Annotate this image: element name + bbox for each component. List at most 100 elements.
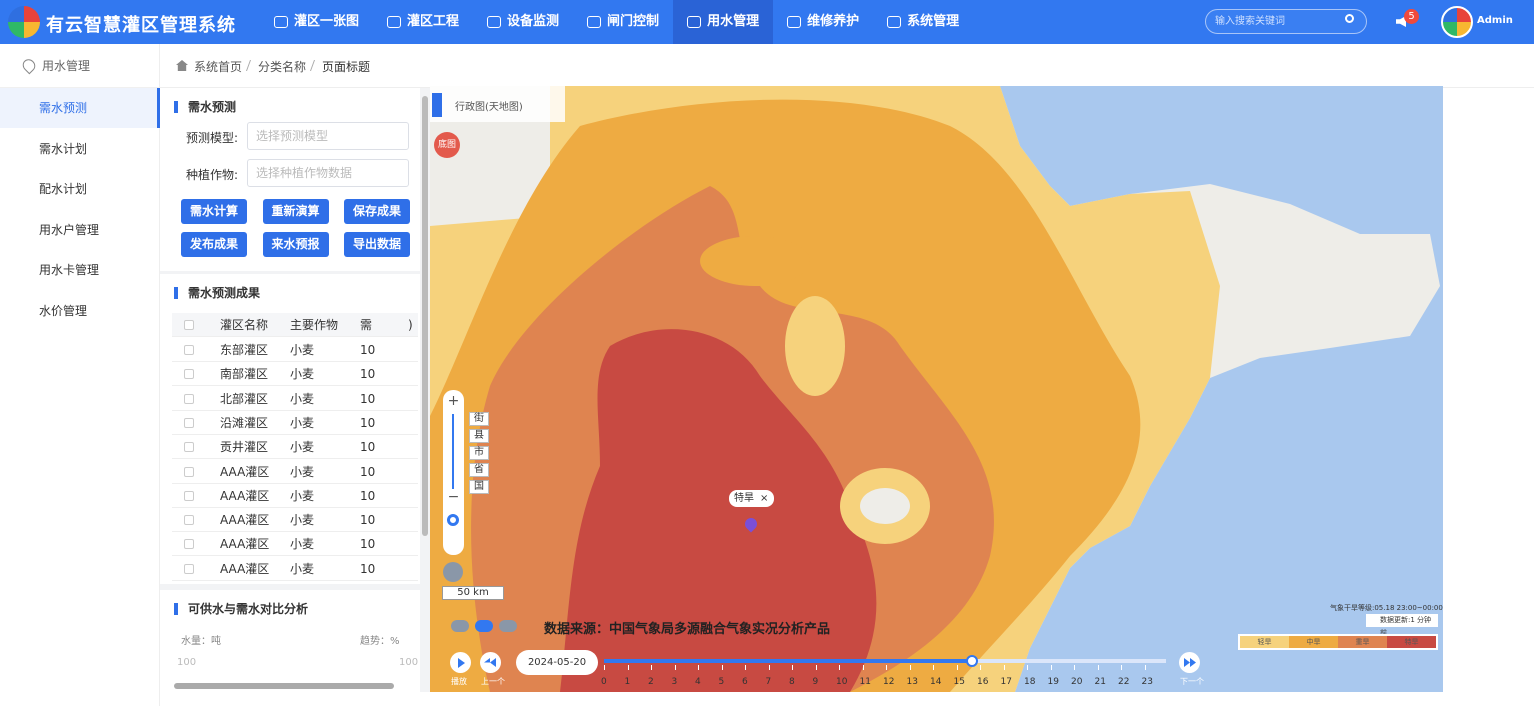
table-row[interactable]: AAA灌区 小麦 10 — [172, 557, 418, 581]
hour-label[interactable]: 5 — [718, 677, 725, 687]
hour-label[interactable]: 19 — [1047, 677, 1059, 687]
button[interactable]: 保存成果 — [344, 199, 410, 224]
layer-select-text[interactable]: 行政图(天地图) — [455, 102, 523, 113]
button[interactable]: 重新演算 — [262, 199, 329, 224]
play-label: 播放 — [451, 677, 467, 686]
table-row[interactable]: AAA灌区 小麦 10 — [172, 532, 418, 557]
search-icon[interactable] — [1345, 14, 1354, 23]
map[interactable] — [430, 86, 1443, 692]
table-row[interactable]: 南部灌区 小麦 10 — [172, 362, 418, 387]
tool[interactable] — [499, 620, 517, 632]
hour-label[interactable]: 15 — [953, 677, 965, 687]
layer-select[interactable] — [430, 86, 565, 122]
hour-label[interactable]: 13 — [906, 677, 918, 687]
layers-button[interactable] — [443, 562, 463, 582]
hour-label[interactable]: 1 — [624, 677, 631, 687]
checkbox[interactable] — [184, 563, 194, 574]
next-button[interactable] — [1179, 652, 1200, 673]
hour-label[interactable]: 22 — [1118, 677, 1130, 687]
button[interactable]: 发布成果 — [181, 232, 247, 257]
nav-item[interactable]: 用水管理 — [673, 0, 774, 44]
nav-item[interactable]: 灌区工程 — [373, 0, 473, 44]
hour-label[interactable]: 0 — [601, 677, 607, 687]
checkbox[interactable] — [184, 417, 194, 428]
avatar[interactable] — [1441, 6, 1473, 38]
marker-close[interactable]: × — [760, 493, 769, 504]
sidebar-item[interactable]: 需水计划 — [39, 141, 88, 156]
hour-label[interactable]: 16 — [977, 677, 989, 687]
search-box[interactable]: 输入搜索关键词 — [1205, 9, 1367, 34]
button[interactable]: 需水计算 — [181, 199, 247, 224]
hour-label[interactable]: 9 — [812, 677, 819, 687]
table-row[interactable]: 沿滩灌区 小麦 10 — [172, 411, 418, 435]
checkbox[interactable] — [184, 466, 194, 477]
table-row[interactable]: AAA灌区 小麦 10 — [172, 460, 418, 484]
checkbox[interactable] — [184, 539, 194, 550]
nav-item[interactable]: 设备监测 — [473, 0, 573, 44]
select[interactable]: 选择预测模型 — [247, 122, 409, 150]
nav-item[interactable]: 维修养护 — [773, 0, 873, 44]
hour-label[interactable]: 6 — [742, 677, 748, 687]
zoom-in[interactable]: + — [447, 393, 460, 409]
zoom-level[interactable]: 省 — [469, 463, 489, 477]
table-row[interactable]: 北部灌区 小麦 10 — [172, 387, 418, 411]
hour-label[interactable]: 12 — [883, 677, 895, 687]
date-pill[interactable]: 2024-05-20 — [516, 650, 598, 675]
sidebar-item[interactable]: 配水计划 — [39, 182, 88, 197]
crumb[interactable]: 分类名称 — [258, 60, 307, 74]
table-row[interactable]: 贡井灌区 小麦 10 — [172, 435, 418, 460]
hour-label[interactable]: 4 — [695, 677, 701, 687]
play-button[interactable] — [450, 652, 471, 673]
user-name[interactable]: Admin — [1477, 15, 1513, 26]
tool[interactable] — [451, 620, 469, 632]
hour-label[interactable]: 20 — [1071, 677, 1083, 687]
table-row[interactable]: AAA灌区 小麦 10 — [172, 484, 418, 508]
hour-label[interactable]: 14 — [930, 677, 942, 687]
h-scrollbar[interactable] — [174, 683, 394, 689]
checkbox[interactable] — [184, 369, 194, 380]
zoom-level[interactable]: 国 — [469, 480, 489, 494]
checkbox[interactable] — [184, 320, 194, 330]
hour-label[interactable]: 17 — [1000, 677, 1012, 687]
checkbox[interactable] — [184, 515, 194, 526]
checkbox[interactable] — [184, 490, 194, 501]
table-row[interactable]: AAA灌区 小麦 10 — [172, 508, 418, 533]
nav-item[interactable]: 系统管理 — [873, 0, 973, 44]
zoom-level[interactable]: 街 — [469, 412, 489, 426]
v-scrollbar[interactable] — [422, 96, 428, 536]
table-row[interactable]: 东部灌区 小麦 10 — [172, 338, 418, 362]
base-button[interactable]: 底图 — [434, 132, 460, 158]
crumb[interactable]: 系统首页 — [194, 60, 243, 74]
hour-label[interactable]: 2 — [648, 677, 654, 687]
prev-button[interactable] — [480, 652, 501, 673]
slider-knob[interactable] — [966, 655, 978, 667]
hour-label[interactable]: 10 — [836, 677, 848, 687]
zoom-level[interactable]: 县 — [469, 429, 489, 443]
checkbox[interactable] — [184, 442, 194, 453]
sidebar-item[interactable]: 用水卡管理 — [39, 263, 100, 278]
hour-label[interactable]: 11 — [859, 677, 871, 687]
bell-icon[interactable] — [1396, 16, 1406, 27]
collapse-tab[interactable] — [432, 93, 442, 117]
zoom-slider[interactable] — [452, 414, 454, 489]
button[interactable]: 来水预报 — [262, 232, 329, 257]
nav-item[interactable]: 闸门控制 — [573, 0, 673, 44]
select[interactable]: 选择种植作物数据 — [247, 159, 409, 187]
sidebar-item[interactable]: 水价管理 — [39, 304, 88, 318]
hour-label[interactable]: 7 — [765, 677, 772, 687]
hour-label[interactable]: 8 — [789, 677, 795, 687]
sidebar-item[interactable]: 用水户管理 — [39, 222, 100, 237]
hour-label[interactable]: 3 — [671, 677, 678, 687]
hour-label[interactable]: 23 — [1141, 677, 1153, 687]
zoom-out[interactable]: − — [447, 489, 460, 505]
button[interactable]: 导出数据 — [344, 232, 410, 257]
hour-label[interactable]: 21 — [1094, 677, 1106, 687]
nav-item[interactable]: 灌区一张图 — [260, 0, 373, 44]
tool[interactable] — [475, 620, 493, 632]
checkbox[interactable] — [184, 393, 194, 404]
hour-label[interactable]: 18 — [1024, 677, 1036, 687]
checkbox[interactable] — [184, 345, 194, 355]
zoom-level[interactable]: 市 — [469, 446, 489, 460]
locate-button[interactable] — [447, 514, 459, 526]
sidebar-item[interactable]: 需水预测 — [0, 88, 160, 128]
